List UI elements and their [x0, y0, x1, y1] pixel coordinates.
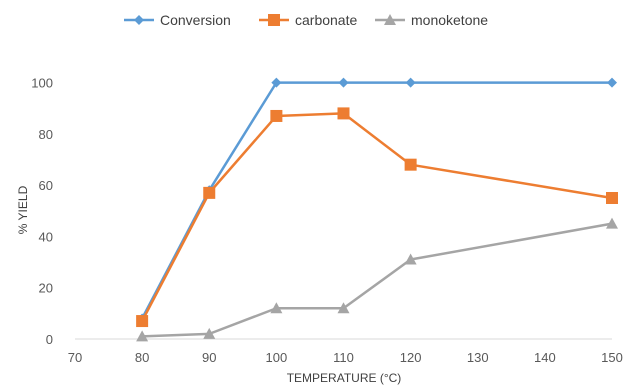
monoketone-point [404, 253, 417, 265]
monoketone-point [136, 330, 149, 342]
y-tick-label: 40 [39, 229, 53, 244]
legend-label: carbonate [295, 12, 357, 28]
series-conversion [137, 77, 617, 324]
monoketone-line [142, 222, 613, 338]
conversion-point [271, 77, 282, 88]
x-tick-label: 150 [601, 350, 623, 365]
series-layer [136, 77, 618, 342]
x-tick-label: 140 [534, 350, 556, 365]
series-carbonate [136, 107, 618, 328]
legend-item-monoketone: monoketone [375, 12, 488, 28]
y-tick-label: 20 [39, 281, 53, 296]
monoketone-point [203, 327, 216, 339]
x-tick-label: 130 [467, 350, 489, 365]
monoketone-point [606, 217, 618, 229]
y-tick-label: 60 [39, 178, 53, 193]
x-tick-label: 100 [266, 350, 288, 365]
monoketone-point [337, 302, 350, 314]
y-tick-label: 80 [39, 127, 53, 142]
legend-label: Conversion [160, 12, 231, 28]
x-tick-label: 120 [400, 350, 422, 365]
monoketone-point [270, 302, 283, 314]
carbonate-point [203, 186, 216, 199]
legend-swatch-marker [268, 14, 280, 26]
conversion-point [607, 77, 617, 88]
carbonate-point [136, 315, 149, 328]
conversion-point [405, 77, 416, 88]
y-axis-title: % YIELD [16, 185, 30, 234]
legend-swatch-marker [134, 15, 144, 25]
x-axis: 70 80 90 100 110 120 130 140 150 [68, 338, 623, 365]
x-tick-label: 70 [68, 350, 82, 365]
carbonate-point [606, 192, 618, 204]
y-tick-label: 0 [46, 332, 53, 347]
y-axis: 0 20 40 60 80 100 [31, 76, 53, 347]
series-monoketone [136, 217, 618, 342]
x-tick-label: 90 [202, 350, 216, 365]
x-axis-title: TEMPERATURE (°C) [287, 371, 402, 385]
legend-label: monoketone [411, 12, 488, 28]
x-tick-label: 80 [135, 350, 149, 365]
carbonate-point [404, 158, 417, 171]
carbonate-line [141, 112, 613, 322]
carbonate-point [270, 109, 283, 122]
legend-swatch-marker [384, 14, 396, 25]
conversion-point [338, 77, 349, 88]
legend-item-conversion: Conversion [124, 12, 231, 28]
y-tick-label: 100 [31, 76, 53, 91]
x-tick-label: 110 [333, 350, 354, 365]
legend-item-carbonate: carbonate [259, 12, 357, 28]
legend: Conversion carbonate monoketone [124, 12, 488, 28]
carbonate-point [337, 107, 350, 120]
